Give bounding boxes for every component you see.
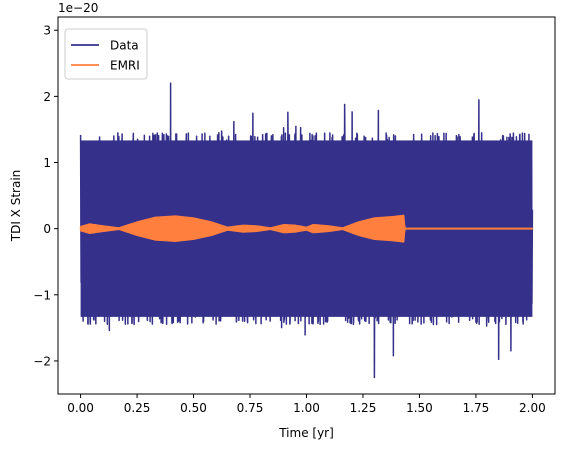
legend-box — [64, 28, 148, 80]
x-axis-label: Time [yr] — [278, 426, 334, 440]
x-tick-label: 1.75 — [463, 401, 490, 415]
x-tick-label: 0.75 — [237, 401, 264, 415]
x-tick-label: 1.25 — [350, 401, 377, 415]
y-tick-label: 2 — [43, 90, 51, 104]
y-tick-label: 1 — [43, 156, 51, 170]
y-tick-label: −1 — [33, 288, 51, 302]
y-tick-label: −2 — [33, 354, 51, 368]
x-tick-label: 0.50 — [180, 401, 207, 415]
x-tick-label: 1.50 — [406, 401, 433, 415]
x-axis: 0.00 0.25 0.50 0.75 1.00 1.25 1.50 1.75 2.00 — [67, 394, 546, 415]
x-tick-label: 1.00 — [293, 401, 320, 415]
y-tick-label: 3 — [43, 24, 51, 38]
legend: Data EMRI — [64, 28, 148, 80]
series-layer — [79, 82, 534, 379]
x-tick-label: 0.00 — [67, 401, 94, 415]
y-tick-label: 0 — [43, 222, 51, 236]
legend-label-emri: EMRI — [110, 59, 140, 73]
y-axis: −2 −1 0 1 2 3 — [33, 24, 58, 368]
y-axis-label: TDI X Strain — [9, 170, 23, 243]
x-tick-label: 0.25 — [124, 401, 151, 415]
y-offset-label: 1e−20 — [58, 1, 98, 15]
legend-label-data: Data — [110, 39, 139, 53]
x-tick-label: 2.00 — [519, 401, 546, 415]
